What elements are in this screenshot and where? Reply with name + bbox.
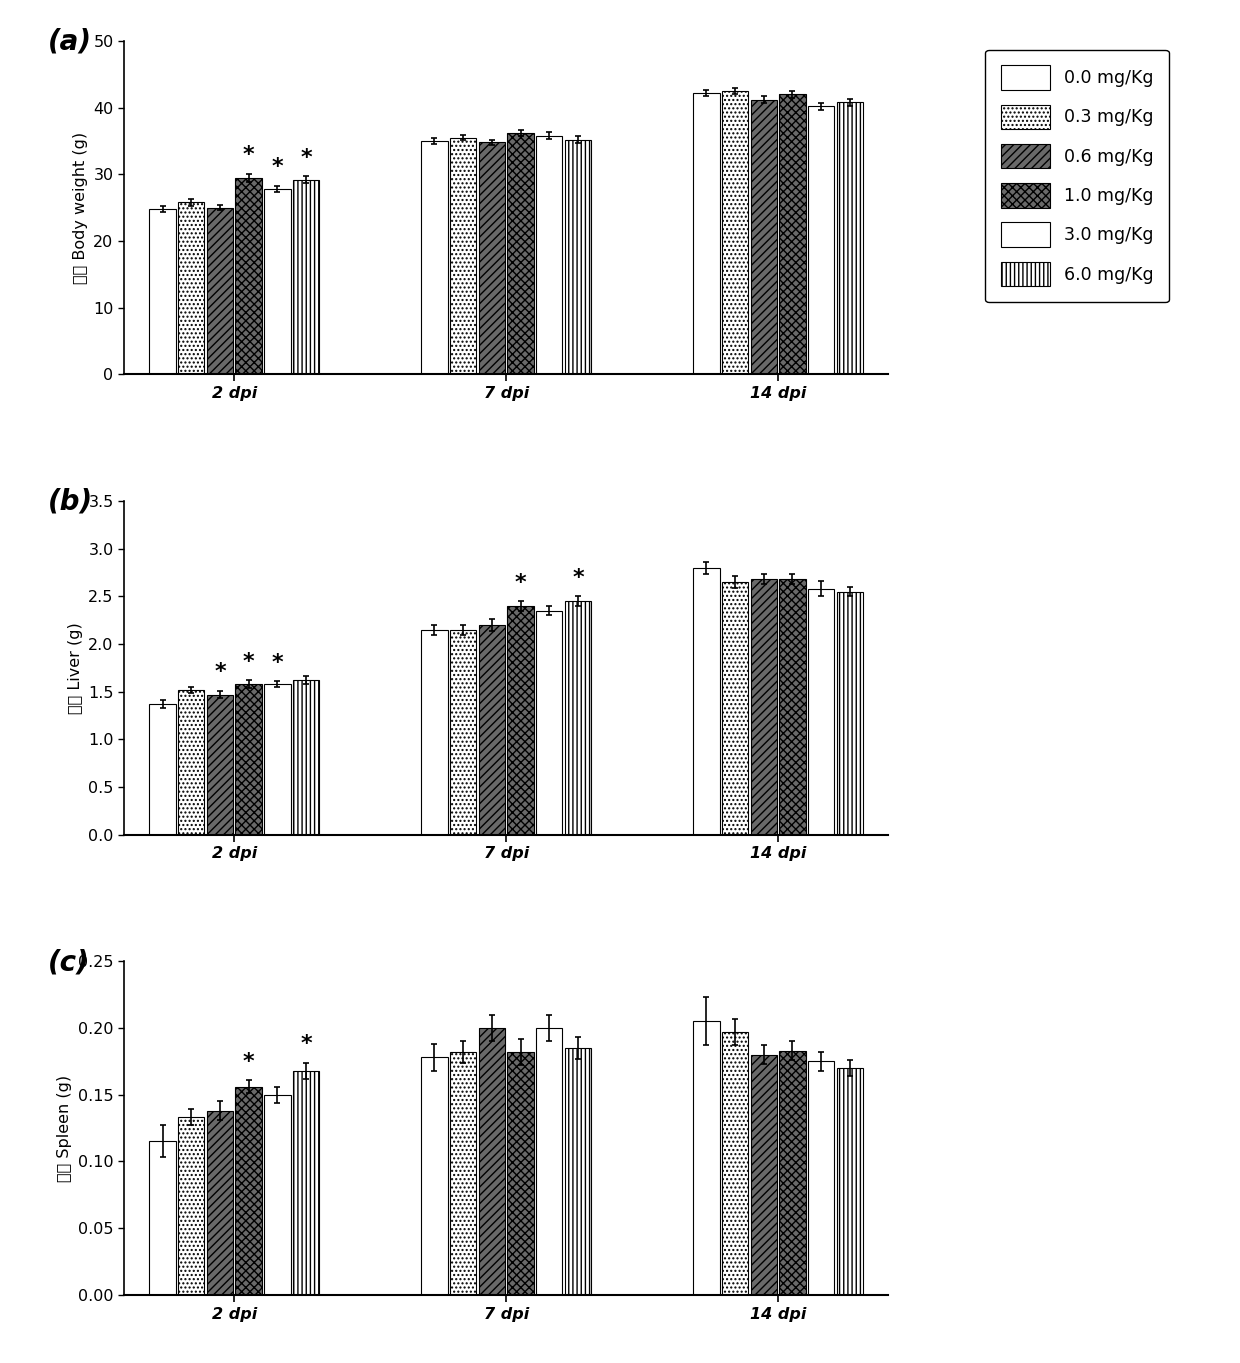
Bar	[149, 209, 176, 375]
Bar	[536, 611, 563, 834]
Bar	[264, 684, 290, 834]
Bar	[422, 140, 448, 375]
Y-axis label: 体重 Body weight (g): 体重 Body weight (g)	[73, 132, 88, 284]
Bar	[564, 1048, 591, 1295]
Text: *: *	[300, 1035, 311, 1055]
Bar	[149, 1141, 176, 1295]
Text: *: *	[243, 652, 254, 672]
Bar	[507, 1052, 533, 1295]
Bar	[293, 1071, 319, 1295]
Bar	[264, 1094, 290, 1295]
Bar	[236, 1086, 262, 1295]
Bar	[179, 690, 205, 834]
Bar	[779, 94, 806, 375]
Bar	[207, 695, 233, 834]
Bar	[422, 630, 448, 834]
Bar	[536, 135, 563, 375]
Bar	[479, 142, 505, 375]
Bar	[750, 99, 777, 375]
Legend: 0.0 mg/Kg, 0.3 mg/Kg, 0.6 mg/Kg, 1.0 mg/Kg, 3.0 mg/Kg, 6.0 mg/Kg: 0.0 mg/Kg, 0.3 mg/Kg, 0.6 mg/Kg, 1.0 mg/…	[986, 49, 1169, 303]
Text: *: *	[243, 146, 254, 165]
Bar	[450, 1052, 476, 1295]
Bar	[837, 102, 863, 375]
Bar	[479, 626, 505, 834]
Text: *: *	[515, 572, 526, 593]
Text: *: *	[272, 157, 283, 177]
Bar	[507, 607, 533, 834]
Bar	[179, 202, 205, 375]
Text: *: *	[272, 653, 283, 673]
Y-axis label: 肝脏 Liver (g): 肝脏 Liver (g)	[67, 622, 83, 714]
Text: *: *	[215, 662, 226, 683]
Bar	[422, 1058, 448, 1295]
Bar	[837, 592, 863, 834]
Bar	[236, 177, 262, 375]
Bar	[207, 1111, 233, 1295]
Bar	[236, 684, 262, 834]
Bar	[507, 134, 533, 375]
Bar	[179, 1118, 205, 1295]
Bar	[564, 601, 591, 834]
Bar	[750, 579, 777, 834]
Bar	[264, 189, 290, 375]
Bar	[750, 1055, 777, 1295]
Bar	[536, 1028, 563, 1295]
Text: (b): (b)	[47, 488, 93, 515]
Bar	[564, 139, 591, 375]
Bar	[293, 180, 319, 375]
Bar	[693, 568, 719, 834]
Bar	[293, 680, 319, 834]
Bar	[693, 93, 719, 375]
Bar	[149, 705, 176, 834]
Bar	[779, 579, 806, 834]
Bar	[837, 1069, 863, 1295]
Bar	[808, 106, 835, 375]
Bar	[450, 138, 476, 375]
Bar	[722, 91, 748, 375]
Bar	[722, 1032, 748, 1295]
Bar	[693, 1021, 719, 1295]
Y-axis label: 脾脏 Spleen (g): 脾脏 Spleen (g)	[57, 1074, 72, 1182]
Bar	[808, 1062, 835, 1295]
Text: *: *	[300, 149, 311, 168]
Text: (c): (c)	[47, 949, 89, 976]
Bar	[479, 1028, 505, 1295]
Bar	[808, 589, 835, 834]
Text: *: *	[243, 1052, 254, 1071]
Bar	[207, 207, 233, 375]
Bar	[779, 1051, 806, 1295]
Text: (a): (a)	[47, 27, 92, 56]
Text: *: *	[572, 568, 584, 587]
Bar	[722, 582, 748, 834]
Bar	[450, 630, 476, 834]
